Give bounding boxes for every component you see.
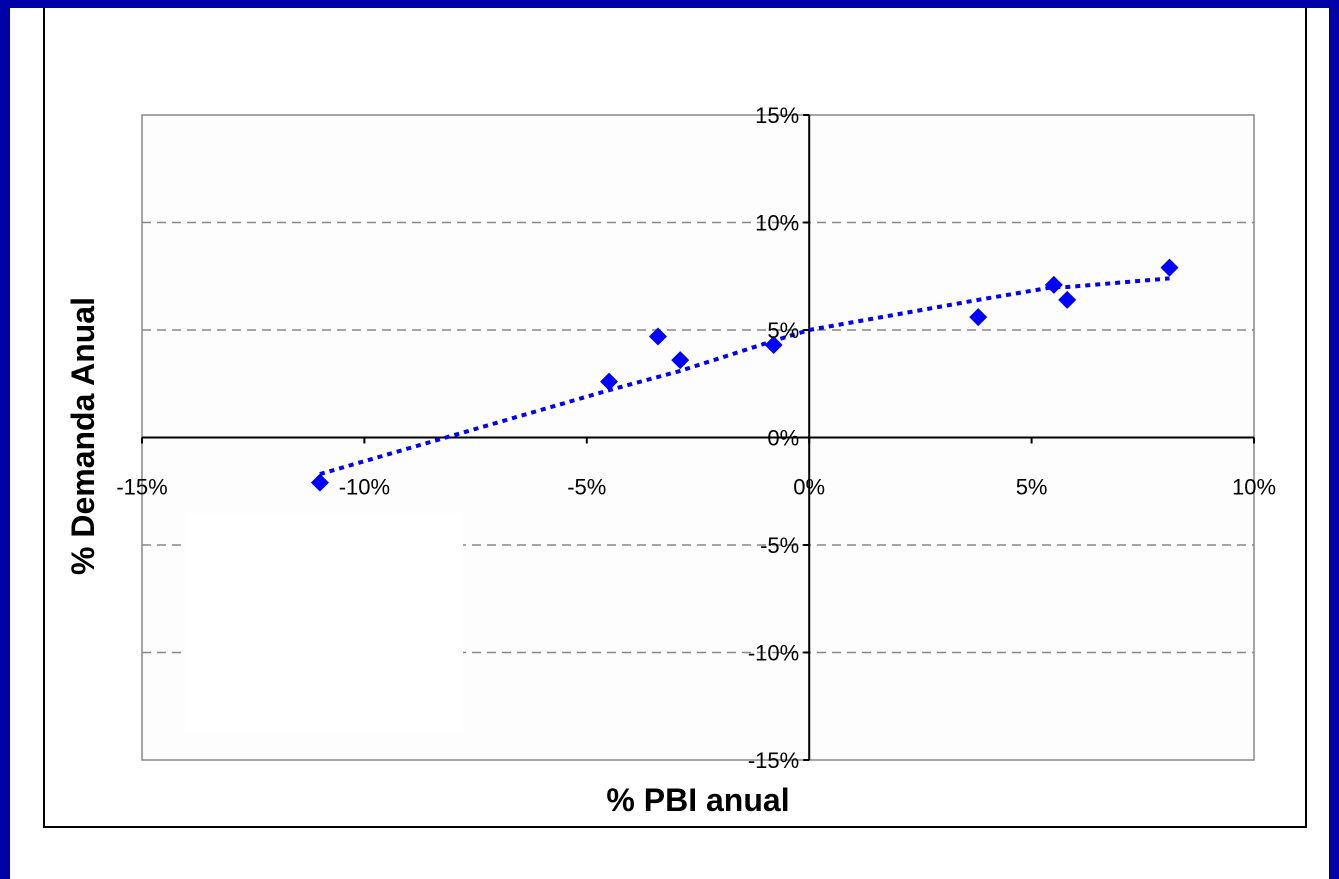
data-point <box>764 336 783 355</box>
x-axis-title: % PBI anual <box>606 782 789 818</box>
x-tick-label: 0% <box>793 475 825 500</box>
y-axis-title: % Demanda Anual <box>65 297 101 575</box>
y-tick-label: 15% <box>755 103 799 128</box>
y-tick-label: -5% <box>760 533 799 558</box>
x-tick-label: -15% <box>116 475 167 500</box>
x-tick-label: 5% <box>1016 475 1048 500</box>
blank-region <box>185 513 463 733</box>
trendline-layer <box>319 276 1170 477</box>
data-point <box>648 327 667 346</box>
data-point <box>671 351 690 370</box>
x-tick-label: -10% <box>339 475 390 500</box>
y-tick-label: 10% <box>755 211 799 236</box>
trendline <box>319 276 1170 477</box>
data-point <box>1058 290 1077 309</box>
chart-frame: 15% 10% 5% 0% -5% -10% -15% -15% -10% -5% 0% 5% 10% … <box>43 8 1307 828</box>
slide-background: 15% 10% 5% 0% -5% -10% -15% -15% -10% -5% 0% 5% 10% … <box>10 8 1329 879</box>
scatter-chart: 15%10%5%0%-5%-10%-15%-15% -10% -5% 0% 5% 10% … <box>65 103 1276 818</box>
gridlines <box>142 221 1254 733</box>
y-tick-label: 5% <box>767 318 799 343</box>
points-layer <box>310 258 1179 492</box>
data-point <box>1044 275 1063 294</box>
data-point <box>1160 258 1179 277</box>
x-tick-label: 10% <box>1232 475 1276 500</box>
x-tick-label: -5% <box>567 475 606 500</box>
y-tick-label: -10% <box>748 641 799 666</box>
tick-labels: 15% 10% 5% 0% -5% -10% -15% -15% -10% -5% 0% 5% 10% <box>116 103 1276 773</box>
data-point <box>600 372 619 391</box>
data-point <box>310 473 329 492</box>
axes <box>141 114 1255 761</box>
data-point <box>969 308 988 327</box>
y-tick-label: -15% <box>748 748 799 773</box>
y-tick-label: 0% <box>767 426 799 451</box>
